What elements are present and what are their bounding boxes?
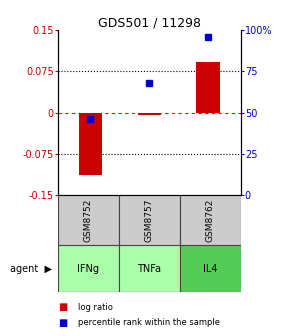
Bar xyxy=(180,245,241,292)
Text: agent  ▶: agent ▶ xyxy=(10,264,52,274)
Title: GDS501 / 11298: GDS501 / 11298 xyxy=(98,16,201,29)
Bar xyxy=(137,113,161,115)
Text: ■: ■ xyxy=(58,318,67,328)
Bar xyxy=(119,245,180,292)
Bar xyxy=(180,195,241,245)
Bar xyxy=(79,113,102,175)
Bar xyxy=(197,61,220,113)
Text: ■: ■ xyxy=(58,302,67,312)
Bar xyxy=(119,195,180,245)
Text: IL4: IL4 xyxy=(203,264,218,274)
Text: percentile rank within the sample: percentile rank within the sample xyxy=(78,318,220,327)
Text: GSM8762: GSM8762 xyxy=(206,198,215,242)
Text: log ratio: log ratio xyxy=(78,303,113,312)
Bar xyxy=(58,195,119,245)
Bar xyxy=(58,245,119,292)
Text: TNFa: TNFa xyxy=(137,264,161,274)
Text: GSM8752: GSM8752 xyxy=(84,198,93,242)
Text: GSM8757: GSM8757 xyxy=(145,198,154,242)
Text: IFNg: IFNg xyxy=(77,264,99,274)
